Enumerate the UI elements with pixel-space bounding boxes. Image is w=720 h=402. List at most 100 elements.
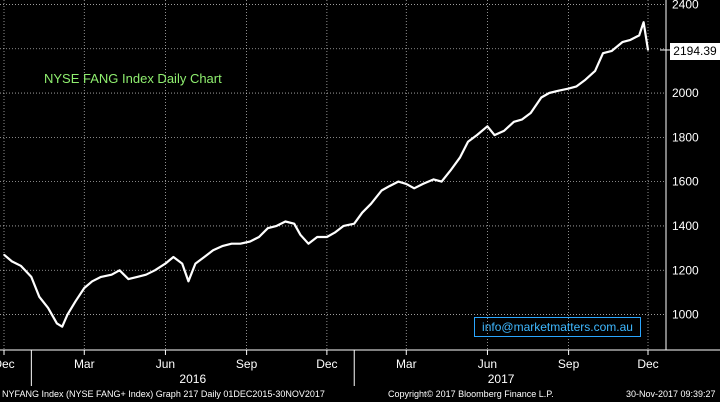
- data-point: [342, 225, 345, 227]
- last-value-tag: 2194.39: [670, 43, 720, 60]
- year-label: 2016: [179, 372, 206, 386]
- data-point: [575, 85, 578, 88]
- y-tick-label: 1600: [672, 175, 699, 189]
- grid-lines: [0, 0, 666, 350]
- data-point: [602, 52, 604, 54]
- data-point: [127, 278, 130, 280]
- y-tick-label: 1400: [672, 219, 699, 233]
- data-point: [476, 134, 478, 136]
- data-point: [405, 183, 408, 185]
- data-point: [61, 325, 64, 328]
- data-point: [100, 276, 102, 278]
- data-point: [284, 220, 287, 223]
- data-point: [154, 269, 156, 272]
- y-tick-label: 2000: [672, 86, 699, 100]
- x-tick-label: Jun: [478, 357, 497, 371]
- data-point: [239, 242, 242, 245]
- data-point: [567, 87, 570, 90]
- x-axis: Dec Mar Jun Sep Dec Mar Jun Sep Dec 2016 2017: [0, 349, 720, 386]
- data-point: [3, 253, 5, 256]
- data-point: [611, 50, 613, 52]
- data-point: [521, 118, 523, 121]
- data-point: [91, 280, 94, 283]
- y-tick-label: 1000: [672, 308, 699, 322]
- data-point: [353, 222, 356, 225]
- data-point: [432, 178, 435, 181]
- data-point: [172, 256, 175, 258]
- data-point: [38, 296, 41, 298]
- data-point: [440, 180, 443, 183]
- data-point: [203, 256, 206, 258]
- y-tick-label: 2400: [672, 0, 699, 11]
- x-tick-label: Sep: [558, 357, 580, 371]
- footer-right: 30-Nov-2017 09:39:27: [626, 389, 716, 399]
- x-tick-label: Dec: [0, 357, 15, 371]
- x-tick-label: Dec: [316, 357, 337, 371]
- data-point: [249, 240, 251, 243]
- data-point: [74, 300, 77, 303]
- data-point: [145, 273, 147, 276]
- data-point: [299, 234, 302, 236]
- y-tick-label: 1200: [672, 263, 699, 277]
- data-point: [221, 245, 224, 247]
- data-point: [307, 242, 310, 245]
- footer-bar: NYFANG Index (NYSE FANG+ Index) Graph 21…: [0, 386, 720, 402]
- data-point: [293, 222, 296, 225]
- data-point: [110, 273, 113, 276]
- data-point: [47, 307, 49, 309]
- data-point: [266, 227, 269, 229]
- data-point: [164, 262, 167, 265]
- data-point: [449, 169, 452, 172]
- chart-title: NYSE FANG Index Daily Chart: [44, 71, 222, 86]
- data-point: [212, 249, 214, 252]
- data-point: [594, 70, 596, 72]
- data-point: [334, 231, 336, 234]
- y-tick-label: 1800: [672, 130, 699, 144]
- data-point: [642, 21, 645, 23]
- data-point: [459, 156, 461, 159]
- data-point: [83, 287, 86, 289]
- data-point: [194, 262, 197, 265]
- data-point: [30, 276, 33, 278]
- data-point: [66, 313, 69, 316]
- data-point: [503, 129, 506, 132]
- series-layer: [3, 21, 670, 328]
- x-tick-label: Mar: [74, 357, 95, 371]
- data-point: [326, 236, 328, 238]
- data-point: [548, 92, 550, 94]
- data-point: [422, 183, 424, 185]
- data-point: [388, 185, 391, 187]
- data-point: [529, 112, 532, 114]
- series-line: [3, 21, 650, 328]
- x-tick-label: Jun: [156, 357, 175, 371]
- data-point: [258, 236, 260, 238]
- x-tick-label: Sep: [236, 357, 258, 371]
- email-watermark: info@marketmatters.com.au: [474, 317, 641, 337]
- year-label: 2017: [488, 372, 515, 386]
- data-point: [118, 269, 121, 272]
- data-point: [493, 134, 496, 136]
- data-point: [621, 41, 624, 43]
- data-point: [647, 49, 649, 51]
- data-point: [181, 262, 184, 265]
- data-point: [513, 121, 515, 123]
- x-tick-label: Dec: [637, 357, 658, 371]
- data-point: [19, 265, 22, 267]
- data-point: [629, 39, 632, 41]
- x-tick-label: Mar: [396, 357, 417, 371]
- data-point: [11, 260, 13, 263]
- data-point: [380, 189, 383, 192]
- data-point: [413, 187, 416, 190]
- footer-center: Copyright© 2017 Bloomberg Finance L.P.: [388, 389, 554, 399]
- data-point: [467, 140, 469, 143]
- data-point: [540, 96, 543, 99]
- footer-left: NYFANG Index (NYSE FANG+ Index) Graph 21…: [2, 389, 325, 399]
- data-point: [230, 242, 233, 245]
- data-point: [361, 211, 363, 214]
- data-point: [370, 202, 372, 205]
- data-point: [557, 90, 559, 92]
- data-point: [486, 125, 489, 128]
- data-point: [56, 322, 58, 325]
- data-point: [187, 280, 190, 283]
